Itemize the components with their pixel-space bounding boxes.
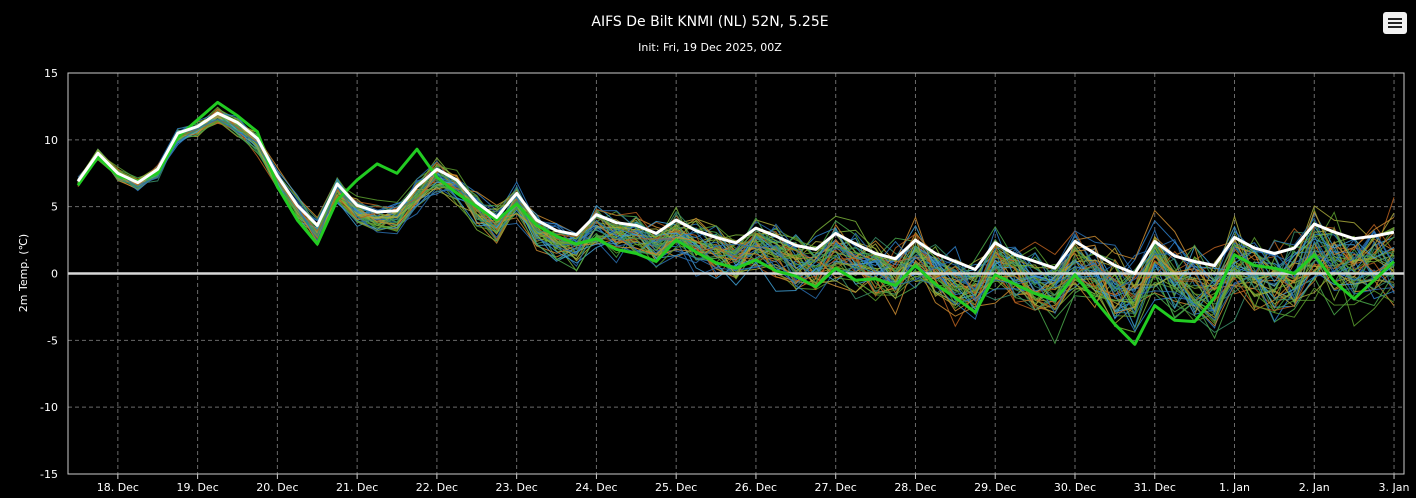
x-tick-label: 2. Jan <box>1299 481 1330 494</box>
chart-title: AIFS De Bilt KNMI (NL) 52N, 5.25E <box>591 14 828 30</box>
x-tick-label: 25. Dec <box>655 481 697 494</box>
menu-icon-bar <box>1388 18 1402 20</box>
y-tick-label: -10 <box>40 401 58 414</box>
y-tick-label: -5 <box>47 334 58 347</box>
axes: 15 10 5 0 -5 -10 -15 18. Dec 19. Dec 20. Dec 21. D… <box>40 67 1409 494</box>
x-tick-label: 3. Jan <box>1379 481 1410 494</box>
x-tick-label: 24. Dec <box>575 481 617 494</box>
menu-icon-bar <box>1388 22 1402 24</box>
y-tick-label: 0 <box>51 268 58 281</box>
y-tick-label: 15 <box>44 67 58 80</box>
ensemble-member-line <box>77 118 1395 311</box>
x-tick-label: 31. Dec <box>1134 481 1176 494</box>
control-series-line <box>76 100 1396 346</box>
ensemble-member-line <box>77 113 1395 313</box>
x-tick-label: 26. Dec <box>735 481 777 494</box>
y-axis-label: 2m Temp. (℃) <box>17 234 30 312</box>
plot-frame <box>67 72 1405 475</box>
ensemble-member-line <box>77 112 1395 315</box>
x-tick-label: 22. Dec <box>416 481 458 494</box>
x-tick-label: 30. Dec <box>1054 481 1096 494</box>
x-tick-label: 27. Dec <box>815 481 857 494</box>
y-tick-label: 10 <box>44 134 58 147</box>
x-tick-label: 29. Dec <box>974 481 1016 494</box>
y-tick-label: 5 <box>51 201 58 214</box>
x-tick-label: 23. Dec <box>496 481 538 494</box>
highlight-series <box>68 100 1404 346</box>
chart-subtitle: Init: Fri, 19 Dec 2025, 00Z <box>638 41 782 54</box>
menu-icon-bar <box>1388 26 1402 28</box>
x-tick-label: 28. Dec <box>894 481 936 494</box>
x-tick-label: 18. Dec <box>97 481 139 494</box>
y-tick-label: -15 <box>40 468 58 481</box>
x-tick-label: 19. Dec <box>176 481 218 494</box>
chart-menu-button[interactable] <box>1383 12 1407 34</box>
x-tick-label: 21. Dec <box>336 481 378 494</box>
mean-series-line <box>76 111 1395 275</box>
x-tick-label: 1. Jan <box>1219 481 1250 494</box>
x-tick-label: 20. Dec <box>256 481 298 494</box>
